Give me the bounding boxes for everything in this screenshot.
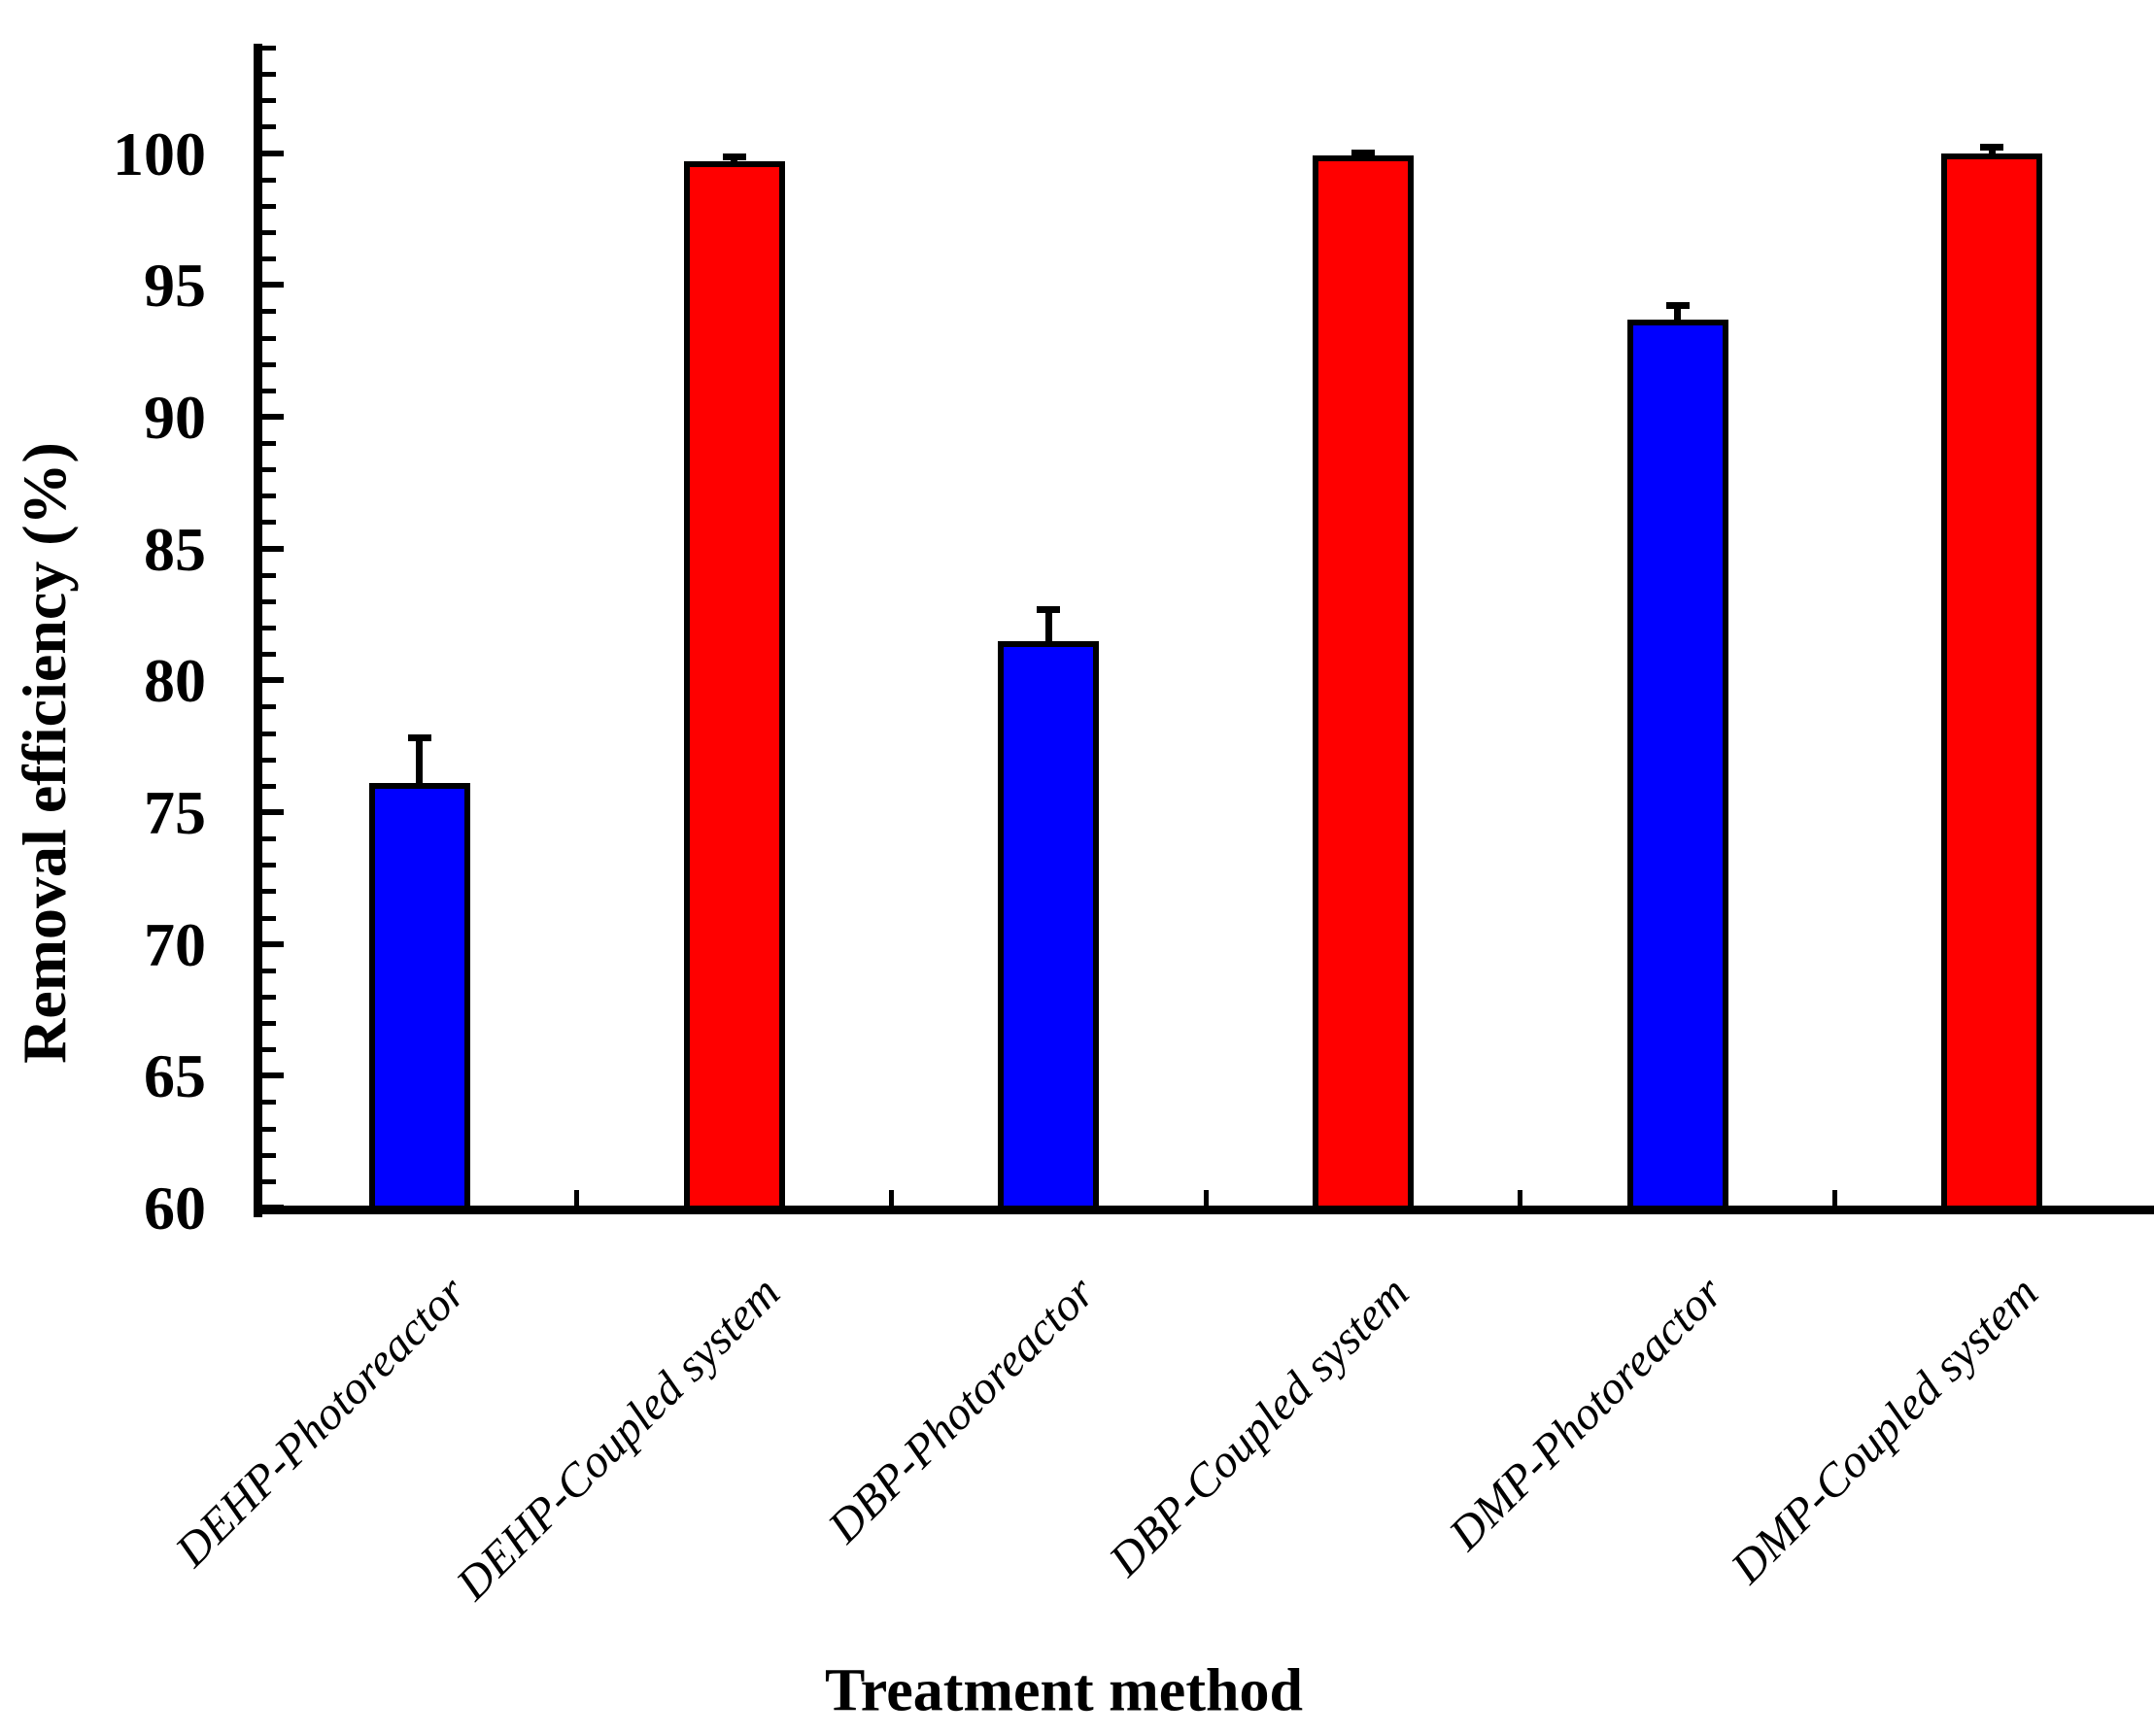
bar — [998, 640, 1100, 1211]
y-minor-tick — [262, 177, 276, 183]
y-minor-tick — [262, 46, 276, 51]
y-minor-tick — [262, 863, 276, 868]
y-tick-label: 60 — [144, 1174, 206, 1242]
y-major-tick — [262, 1205, 284, 1210]
y-major-tick — [262, 545, 284, 552]
x-tick — [1203, 1190, 1209, 1208]
error-bar-line — [1988, 148, 1996, 158]
y-minor-tick — [262, 441, 276, 447]
bar — [368, 783, 470, 1211]
y-major-tick — [262, 677, 284, 684]
y-minor-tick — [262, 98, 276, 104]
y-tick-label: 65 — [144, 1041, 206, 1111]
y-axis-line — [254, 44, 262, 1217]
bar — [1312, 155, 1414, 1211]
x-axis-line — [254, 1206, 2154, 1214]
y-minor-tick — [262, 915, 276, 921]
y-major-tick — [262, 940, 284, 947]
y-minor-tick — [262, 1047, 276, 1053]
y-tick-label: 100 — [113, 119, 206, 188]
y-minor-tick — [262, 968, 276, 973]
y-major-tick — [262, 413, 284, 420]
y-tick-label: 95 — [144, 251, 206, 321]
y-minor-tick — [262, 626, 276, 630]
y-minor-tick — [262, 652, 276, 658]
y-axis-title: Removal efficiency (%) — [10, 442, 79, 1064]
y-minor-tick — [262, 388, 276, 393]
error-bar-line — [1044, 610, 1052, 646]
y-tick-label: 75 — [144, 777, 206, 847]
x-tick — [574, 1190, 580, 1208]
y-tick-label: 70 — [144, 909, 206, 979]
y-tick-label: 80 — [144, 646, 206, 716]
y-minor-tick — [262, 494, 276, 499]
y-minor-tick — [262, 572, 276, 578]
y-major-tick — [262, 150, 284, 156]
y-minor-tick — [262, 361, 276, 367]
error-bar-cap — [1980, 144, 2004, 152]
x-category-label: DEHP-Photoreactor — [165, 1266, 476, 1577]
x-category-label: DEHP-Coupled system — [446, 1266, 790, 1611]
y-minor-tick — [262, 889, 276, 895]
x-category-label: DMP-Coupled system — [1721, 1266, 2048, 1594]
y-minor-tick — [262, 704, 276, 710]
y-minor-tick — [262, 229, 276, 235]
y-minor-tick — [262, 783, 276, 789]
y-tick-label: 85 — [144, 514, 206, 584]
bar — [1941, 153, 2043, 1211]
y-minor-tick — [262, 731, 276, 736]
y-minor-tick — [262, 256, 276, 262]
y-minor-tick — [262, 467, 276, 473]
error-bar-cap — [722, 153, 746, 160]
error-bar-cap — [1665, 301, 1690, 309]
y-minor-tick — [262, 72, 276, 78]
error-bar-line — [416, 737, 424, 789]
y-minor-tick — [262, 1152, 276, 1158]
y-minor-tick — [262, 203, 276, 209]
x-axis-title: Treatment method — [825, 1657, 1303, 1724]
y-major-tick — [262, 1072, 284, 1079]
x-category-label: DBP-Photoreactor — [818, 1266, 1105, 1553]
error-bar-cap — [1351, 149, 1375, 156]
x-tick — [888, 1190, 894, 1208]
y-tick-label: 90 — [144, 382, 206, 452]
x-tick — [1831, 1190, 1837, 1208]
y-minor-tick — [262, 124, 276, 130]
y-major-tick — [262, 282, 284, 289]
y-minor-tick — [262, 309, 276, 315]
y-major-tick — [262, 808, 284, 815]
error-bar-line — [1674, 305, 1681, 324]
y-minor-tick — [262, 757, 276, 763]
y-minor-tick — [262, 1126, 276, 1132]
error-bar-cap — [407, 733, 431, 741]
y-minor-tick — [262, 1100, 276, 1106]
y-minor-tick — [262, 1021, 276, 1027]
y-minor-tick — [262, 994, 276, 1000]
error-bar-cap — [1037, 606, 1061, 614]
x-tick — [1518, 1190, 1523, 1208]
x-category-label: DMP-Photoreactor — [1439, 1266, 1733, 1560]
y-minor-tick — [262, 335, 276, 341]
bar — [1626, 319, 1728, 1211]
x-category-label: DBP-Coupled system — [1099, 1266, 1419, 1586]
y-minor-tick — [262, 836, 276, 842]
y-minor-tick — [262, 1178, 276, 1184]
y-minor-tick — [262, 598, 276, 604]
error-bar-line — [731, 156, 737, 166]
y-minor-tick — [262, 520, 276, 526]
error-bar-line — [1359, 153, 1367, 161]
bar — [683, 160, 785, 1211]
